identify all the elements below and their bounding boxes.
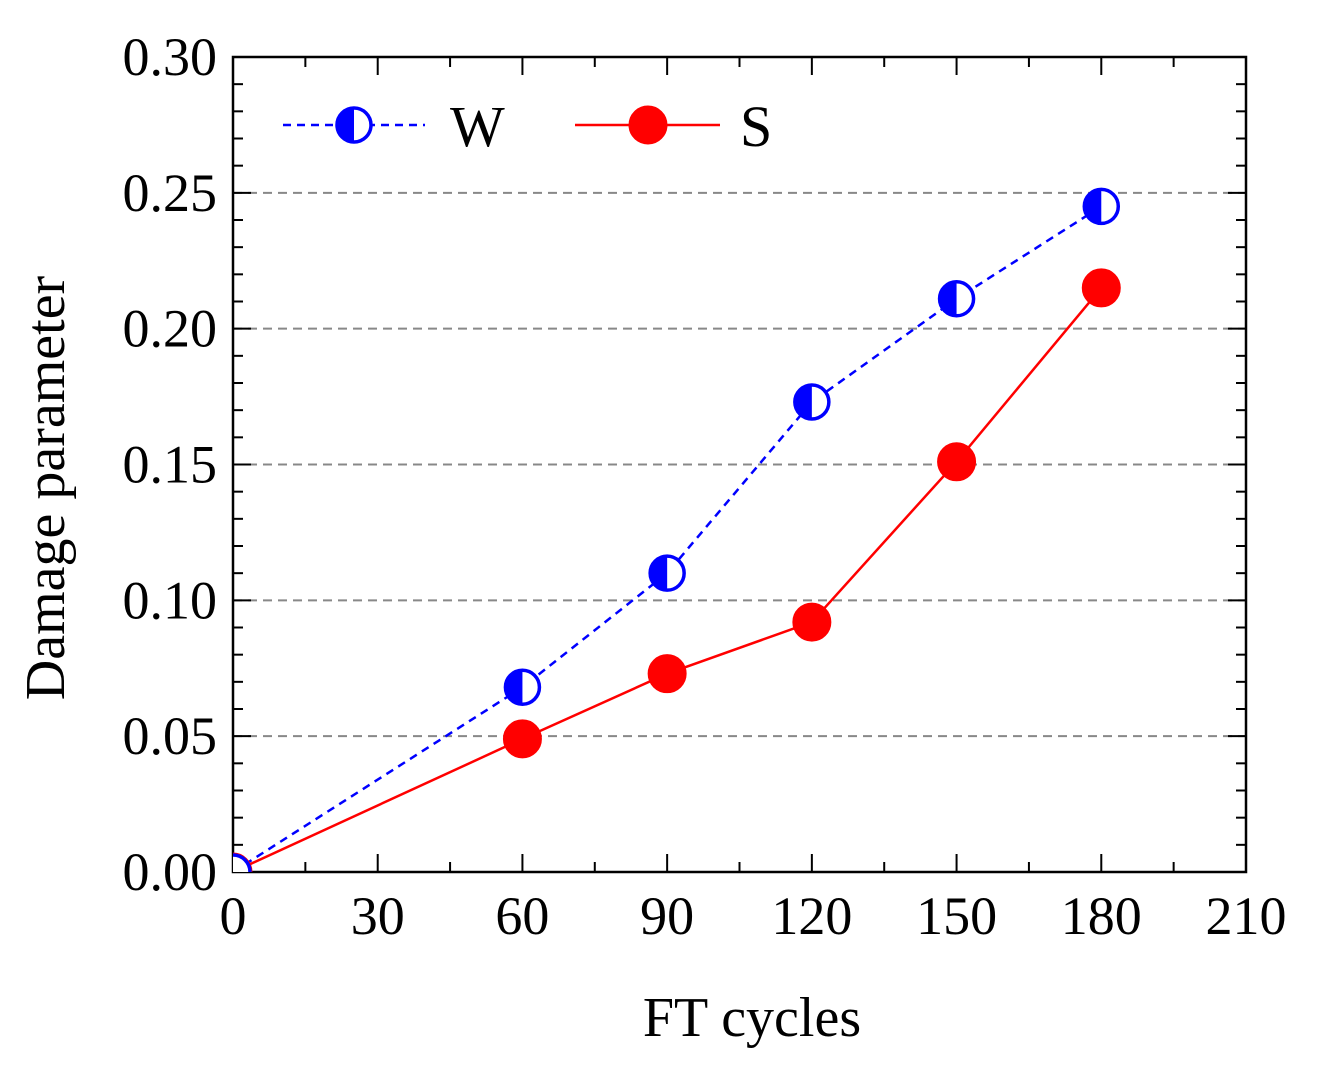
point-S-2 <box>647 654 687 694</box>
marker-half-fill <box>939 281 957 316</box>
y-tick-label: 0.00 <box>123 842 218 902</box>
point-W-3 <box>793 383 831 421</box>
marker-half-fill <box>794 385 812 420</box>
y-tick-label: 0.30 <box>123 27 218 87</box>
marker-fill <box>628 105 668 145</box>
marker-half-fill <box>216 855 233 889</box>
point-W-0 <box>216 853 252 889</box>
x-tick-label: 30 <box>351 886 405 946</box>
x-tick-label: 180 <box>1061 886 1142 946</box>
x-axis-title: FT cycles <box>643 987 861 1049</box>
y-tick-label: 0.25 <box>123 163 218 223</box>
tick-labels: 0 30 60 90 120 150 180 210 0.00 0.05 0.10 0.15 0.20 0… <box>123 27 1287 946</box>
series-layer <box>216 187 1121 889</box>
x-tick-label: 120 <box>771 886 852 946</box>
marker-half-fill <box>650 556 668 591</box>
legend-marker-W <box>335 106 373 144</box>
y-tick-label: 0.05 <box>123 706 218 766</box>
point-S-5 <box>1081 268 1121 308</box>
x-tick-label: 150 <box>916 886 997 946</box>
legend-label-S: S <box>740 94 772 159</box>
marker-fill <box>937 442 977 482</box>
marker-half-fill <box>1084 189 1102 224</box>
marker-fill <box>502 719 542 759</box>
y-axis-title: Damage parameter <box>15 275 77 700</box>
marker-fill <box>647 654 687 694</box>
series-line-S <box>233 287 1103 872</box>
point-S-4 <box>937 442 977 482</box>
y-tick-label: 0.10 <box>123 570 218 630</box>
point-W-2 <box>648 554 686 592</box>
marker-fill <box>1081 268 1121 308</box>
point-W-5 <box>1082 187 1121 226</box>
series-line-W <box>233 205 1102 872</box>
y-tick-label: 0.15 <box>123 435 218 495</box>
point-W-4 <box>937 280 976 318</box>
marker-half-fill <box>505 670 523 705</box>
y-tick-label: 0.20 <box>123 299 218 359</box>
x-tick-label: 0 <box>220 886 247 946</box>
legend-label-W: W <box>450 94 505 159</box>
x-tick-label: 60 <box>495 886 549 946</box>
point-S-3 <box>792 602 832 642</box>
marker-half-fill <box>337 108 354 142</box>
x-tick-label: 90 <box>640 886 694 946</box>
marker-outline <box>233 853 252 872</box>
point-S-1 <box>502 719 542 759</box>
point-W-1 <box>503 668 542 707</box>
legend-marker-S <box>628 105 668 145</box>
marker-fill <box>792 602 832 642</box>
x-tick-label: 210 <box>1206 886 1287 946</box>
grid-lines <box>233 191 1246 738</box>
